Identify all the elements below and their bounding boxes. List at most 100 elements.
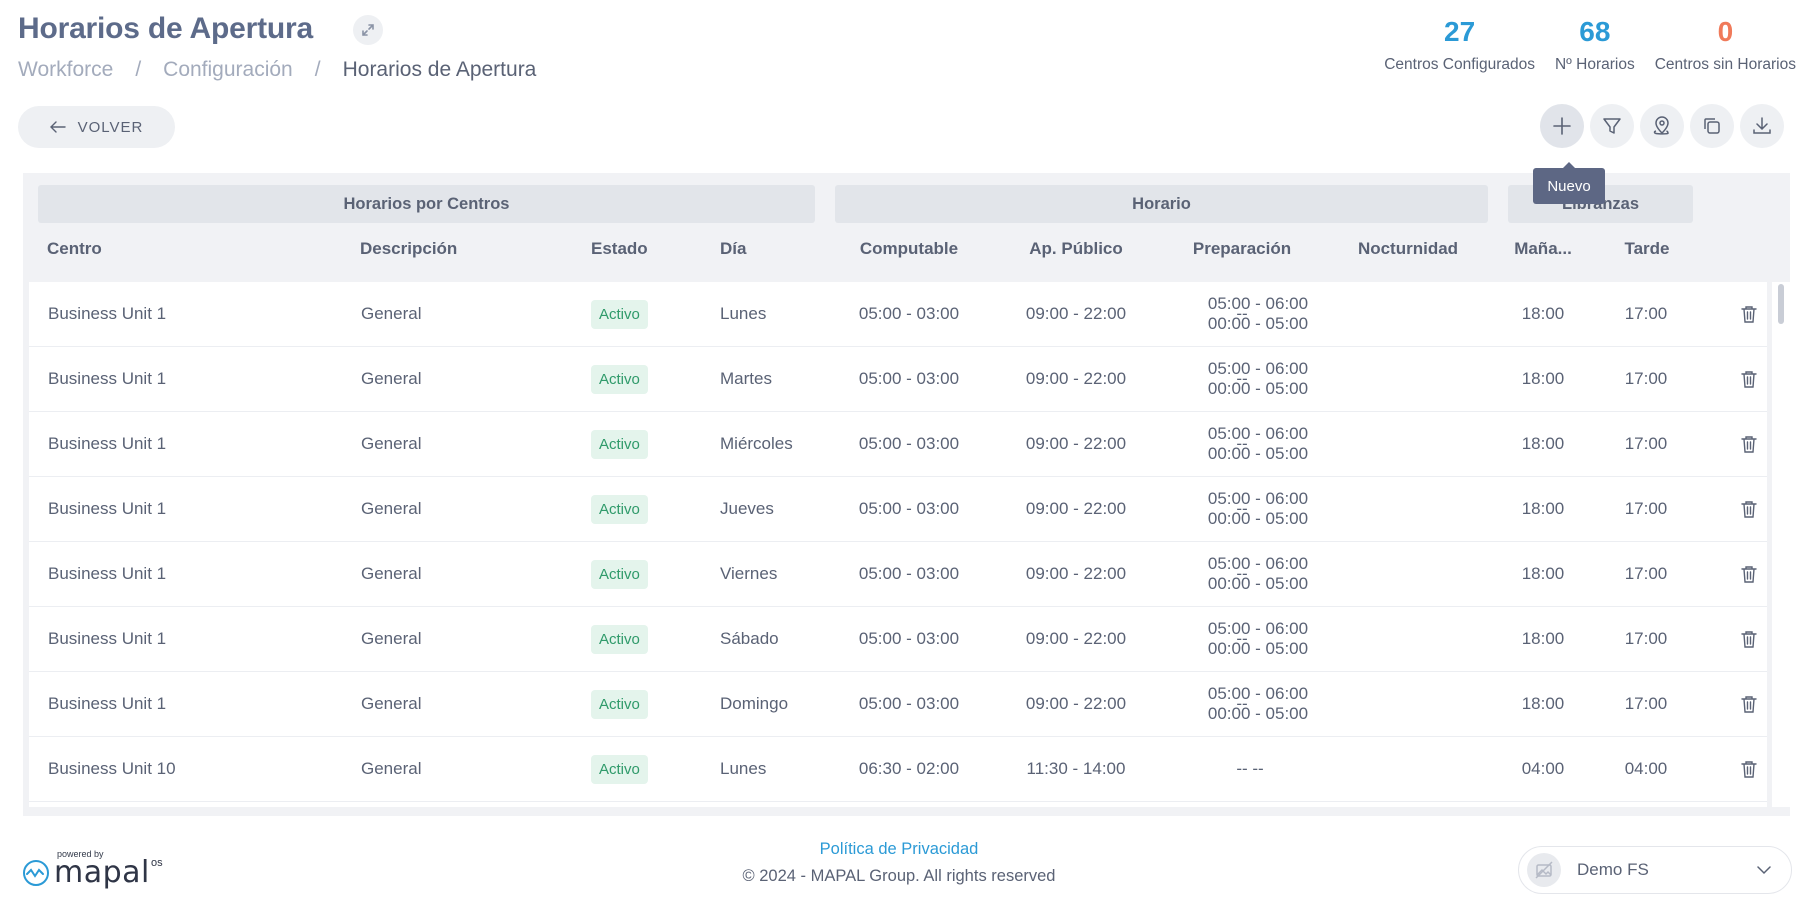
cell-centro: Business Unit 1 [48,369,167,388]
cell-nocturnidad: 05:00 - 06:00 00:00 - 05:00 [1183,347,1333,411]
breadcrumb-configuracion[interactable]: Configuración [163,58,293,81]
column-header-preparacion[interactable]: Preparación [1192,239,1292,258]
delete-button[interactable] [1739,477,1759,541]
breadcrumb-workforce[interactable]: Workforce [18,58,114,81]
back-button[interactable]: VOLVER [18,106,175,148]
mapal-logo-icon [23,860,49,886]
column-header-estado[interactable]: Estado [591,239,648,258]
mapal-logo: powered by mapal os [22,849,182,890]
no-image-icon [1535,861,1553,879]
cell-nocturnidad: 05:00 - 06:00 00:00 - 05:00 [1183,412,1333,476]
cell-ap-publico: 09:00 - 22:00 [1025,694,1127,713]
cell-nocturnidad-line: 00:00 - 05:00 [1207,574,1309,593]
delete-button[interactable] [1739,737,1759,801]
table-row[interactable]: Business Unit 1 General Activo Viernes 05:00… [29,542,1767,607]
status-badge: Activo [591,559,648,589]
group-header-horarios-centros: Horarios por Centros [38,185,815,223]
cell-ap-publico: 09:00 - 22:00 [1025,434,1127,453]
copy-button[interactable] [1690,104,1734,148]
cell-manana: 18:00 [1521,304,1565,323]
new-button[interactable] [1540,104,1584,148]
download-icon [1753,117,1771,134]
table-scrollbar[interactable] [1772,282,1790,807]
filter-button[interactable] [1590,104,1634,148]
trash-icon [1741,566,1757,583]
cell-preparacion: -- [1236,694,1248,713]
column-header-manana[interactable]: Maña... [1514,239,1572,258]
cell-descripcion: General [361,564,422,583]
cell-nocturnidad-line: 00:00 - 05:00 [1207,704,1309,723]
new-tooltip: Nuevo [1533,162,1605,204]
breadcrumb-separator: / [314,58,321,81]
cell-nocturnidad: -- [1252,759,1264,778]
column-header-descripcion[interactable]: Descripción [360,239,458,258]
download-button[interactable] [1740,104,1784,148]
cell-nocturnidad: 05:00 - 06:00 00:00 - 05:00 [1183,477,1333,541]
expand-button[interactable] [353,15,383,45]
stat-centros-configurados: 27 Centros Configurados [1384,14,1535,74]
trash-icon [1741,436,1757,453]
cell-tarde: 17:00 [1624,434,1668,453]
cell-centro: Business Unit 1 [48,304,167,323]
delete-button[interactable] [1739,347,1759,411]
cell-descripcion: General [361,434,422,453]
cell-estado: Activo [591,607,648,671]
cell-computable: 05:00 - 03:00 [858,369,960,388]
account-name: Demo FS [1577,860,1649,879]
column-header-tarde[interactable]: Tarde [1624,239,1670,258]
delete-button[interactable] [1739,412,1759,476]
cell-preparacion: -- [1236,369,1248,388]
cell-nocturnidad-line: 05:00 - 06:00 [1207,619,1309,638]
location-button[interactable] [1640,104,1684,148]
table-row[interactable]: Business Unit 1 General Activo Martes 05:00 … [29,347,1767,412]
column-header-centro[interactable]: Centro [47,239,102,258]
cell-descripcion: General [361,629,422,648]
column-header-dia[interactable]: Día [720,239,747,258]
delete-button[interactable] [1739,542,1759,606]
table-row[interactable]: Business Unit 10 General Activo Lunes 06:30 … [29,737,1767,802]
account-selector[interactable]: Demo FS [1518,846,1792,894]
page-title: Horarios de Apertura [18,12,313,45]
cell-centro: Business Unit 10 [48,759,176,778]
cell-computable: 06:30 - 02:00 [858,759,960,778]
delete-button[interactable] [1739,282,1759,346]
cell-ap-publico: 09:00 - 22:00 [1025,564,1127,583]
cell-preparacion: -- [1236,759,1248,778]
status-badge: Activo [591,754,648,784]
plus-icon [1553,117,1571,135]
logo-brand: mapal [54,855,150,890]
footer: Política de Privacidad © 2024 - MAPAL Gr… [724,840,1074,886]
delete-button[interactable] [1739,672,1759,736]
cell-preparacion: -- [1236,304,1248,323]
privacy-policy-link[interactable]: Política de Privacidad [819,840,979,858]
column-header-nocturnidad[interactable]: Nocturnidad [1357,239,1459,258]
cell-nocturnidad: 05:00 - 06:00 00:00 - 05:00 [1183,282,1333,346]
status-badge: Activo [591,429,648,459]
table-row[interactable]: Business Unit 1 General Activo Domingo 05:00… [29,672,1767,737]
cell-nocturnidad: 05:00 - 06:00 00:00 - 05:00 [1183,607,1333,671]
copyright-text: © 2024 - MAPAL Group. All rights reserve… [742,867,1056,885]
cell-estado: Activo [591,542,648,606]
column-header-computable[interactable]: Computable [859,239,959,258]
cell-manana: 18:00 [1521,369,1565,388]
stat-value: 68 [1579,16,1611,47]
cell-tarde: 17:00 [1624,694,1668,713]
cell-centro: Business Unit 1 [48,434,167,453]
scrollbar-thumb[interactable] [1778,284,1784,324]
cell-centro: Business Unit 1 [48,564,167,583]
cell-tarde: 17:00 [1624,369,1668,388]
table-row[interactable]: Business Unit 1 General Activo Miércoles 05:… [29,412,1767,477]
table-row[interactable]: Business Unit 1 General Activo Sábado 05:00 … [29,607,1767,672]
expand-icon [362,24,374,36]
cell-manana: 18:00 [1521,564,1565,583]
logo-powered-by: powered by [57,849,104,859]
table-row[interactable]: Business Unit 1 General Activo Lunes 05:00 -… [29,282,1767,347]
stat-value: 27 [1444,16,1476,47]
cell-descripcion: General [361,499,422,518]
cell-descripcion: General [361,304,422,323]
delete-button[interactable] [1739,607,1759,671]
column-header-ap-publico[interactable]: Ap. Público [1029,239,1123,258]
table-row[interactable]: Business Unit 1 General Activo Jueves 05:00 … [29,477,1767,542]
cell-ap-publico: 09:00 - 22:00 [1025,499,1127,518]
cell-dia: Martes [720,369,772,388]
